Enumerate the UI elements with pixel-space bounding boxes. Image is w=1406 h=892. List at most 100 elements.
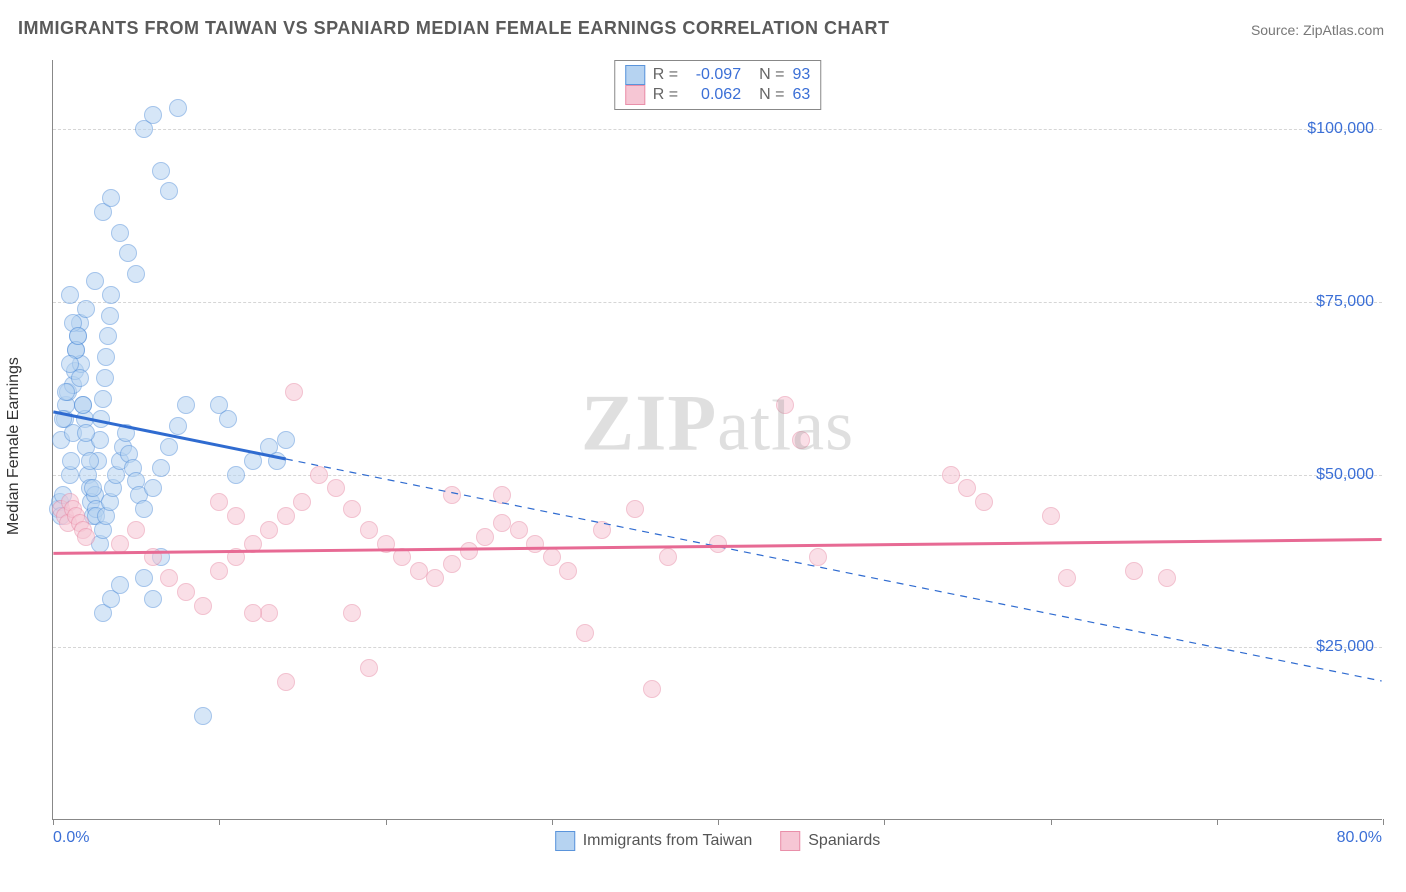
data-point [57,383,75,401]
legend-swatch [625,85,645,105]
data-point [144,590,162,608]
legend-r-label: R = [653,66,678,84]
x-tick [1051,819,1052,825]
data-point [410,562,428,580]
scatter-plot-area: ZIPatlas $25,000$50,000$75,000$100,000 0… [52,60,1382,820]
data-point [194,707,212,725]
x-axis-max-label: 80.0% [1337,829,1382,847]
data-point [443,555,461,573]
data-point [54,410,72,428]
correlation-legend: R =-0.097N =93R =0.062N =63 [614,60,821,110]
legend-r-label: R = [653,86,678,104]
data-point [74,396,92,414]
x-tick [53,819,54,825]
x-tick [219,819,220,825]
x-tick [884,819,885,825]
data-point [958,479,976,497]
chart-title: IMMIGRANTS FROM TAIWAN VS SPANIARD MEDIA… [18,18,889,39]
x-tick [1217,819,1218,825]
data-point [393,548,411,566]
data-point [327,479,345,497]
data-point [377,535,395,553]
data-point [99,327,117,345]
data-point [210,493,228,511]
data-point [169,417,187,435]
data-point [152,459,170,477]
data-point [343,500,361,518]
y-tick-label: $25,000 [1316,638,1374,656]
data-point [111,535,129,553]
data-point [227,548,245,566]
legend-row: R =-0.097N =93 [625,65,810,85]
x-tick [552,819,553,825]
data-point [493,486,511,504]
data-point [942,466,960,484]
data-point [285,383,303,401]
data-point [135,569,153,587]
legend-item: Immigrants from Taiwan [555,831,753,851]
x-tick [1383,819,1384,825]
data-point [360,521,378,539]
gridline [53,302,1382,303]
data-point [94,390,112,408]
data-point [84,479,102,497]
data-point [77,528,95,546]
data-point [101,307,119,325]
data-point [102,286,120,304]
data-point [526,535,544,553]
data-point [177,396,195,414]
data-point [268,452,286,470]
x-axis-min-label: 0.0% [53,829,89,847]
data-point [127,265,145,283]
data-point [244,604,262,622]
data-point [227,466,245,484]
legend-n-label: N = [759,66,784,84]
legend-n-value: 93 [792,66,810,84]
data-point [277,507,295,525]
data-point [975,493,993,511]
legend-r-value: 0.062 [686,86,741,104]
data-point [277,673,295,691]
watermark-text: ZIPatlas [581,379,854,470]
data-point [77,424,95,442]
data-point [1042,507,1060,525]
data-point [119,244,137,262]
data-point [360,659,378,677]
data-point [61,286,79,304]
data-point [576,624,594,642]
gridline [53,129,1382,130]
data-point [559,562,577,580]
data-point [659,548,677,566]
data-point [709,535,727,553]
x-tick [718,819,719,825]
data-point [111,224,129,242]
data-point [144,548,162,566]
data-point [293,493,311,511]
data-point [593,521,611,539]
data-point [260,604,278,622]
data-point [1125,562,1143,580]
data-point [92,410,110,428]
data-point [96,369,114,387]
legend-n-value: 63 [792,86,810,104]
legend-label: Immigrants from Taiwan [583,832,753,850]
data-point [97,348,115,366]
data-point [160,182,178,200]
data-point [626,500,644,518]
gridline [53,647,1382,648]
source-attribution: Source: ZipAtlas.com [1251,22,1384,38]
legend-swatch [555,831,575,851]
data-point [152,162,170,180]
data-point [135,500,153,518]
data-point [426,569,444,587]
gridline [53,475,1382,476]
y-tick-label: $50,000 [1316,466,1374,484]
legend-swatch [625,65,645,85]
legend-row: R =0.062N =63 [625,85,810,105]
data-point [1058,569,1076,587]
data-point [86,272,104,290]
data-point [169,99,187,117]
data-point [62,452,80,470]
y-axis-label: Median Female Earnings [5,357,23,535]
data-point [460,542,478,560]
